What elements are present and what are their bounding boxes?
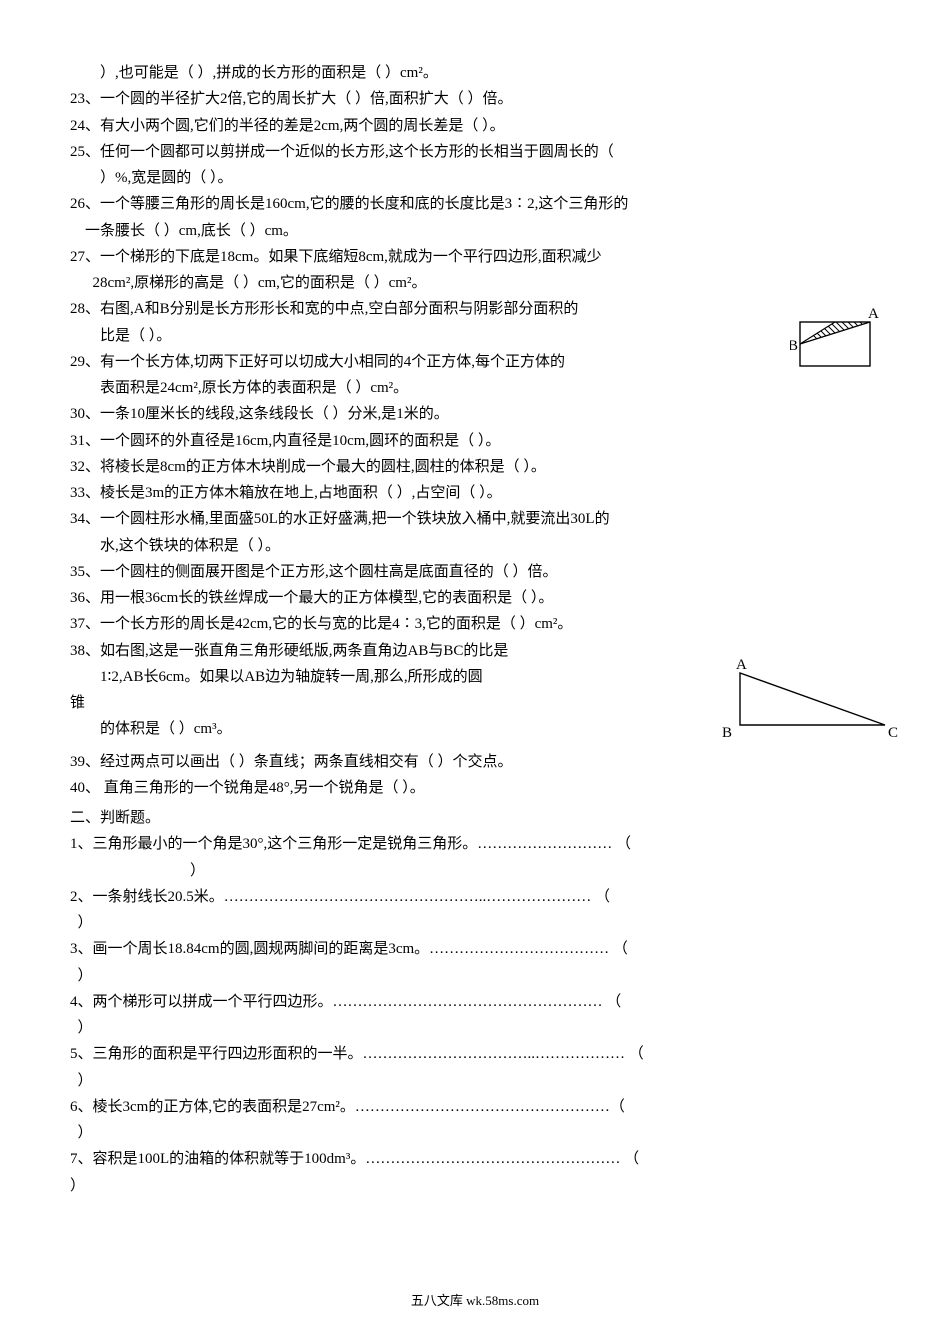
question-26b: 一条腰长（ ）cm,底长（ ）cm。 [70, 218, 880, 244]
question-30: 30、一条10厘米长的线段,这条线段长（ ）分米,是1米的。 [70, 401, 880, 427]
question-34: 34、一个圆柱形水桶,里面盛50L的水正好盛满,把一个铁块放入桶中,就要流出30… [70, 506, 880, 532]
judge-2: 2、一条射线长20.5米。……………………………………………..………………… … [70, 884, 880, 910]
question-35: 35、一个圆柱的侧面展开图是个正方形,这个圆柱高是底面直径的（ ）倍。 [70, 559, 880, 585]
fig2-triangle [740, 673, 885, 725]
question-31: 31、一个圆环的外直径是16cm,内直径是10cm,圆环的面积是（ ）。 [70, 428, 880, 454]
fig1-label-b: B [790, 338, 798, 354]
question-28b: 比是（ ）。 [70, 323, 880, 349]
question-22-cont: ）,也可能是（ ）,拼成的长方形的面积是（ ）cm²。 [70, 60, 880, 86]
judge-1b: ） [70, 858, 880, 884]
fig2-label-c: C [888, 725, 898, 741]
question-27b: 28cm²,原梯形的高是（ ）cm,它的面积是（ ）cm²。 [70, 270, 880, 296]
question-29: 29、有一个长方体,切两下正好可以切成大小相同的4个正方体,每个正方体的 [70, 349, 880, 375]
judge-4: 4、两个梯形可以拼成一个平行四边形。……………………………………………… （ [70, 989, 880, 1015]
judge-3b: ） [70, 963, 880, 989]
question-29b: 表面积是24cm²,原长方体的表面积是（ ）cm²。 [70, 375, 880, 401]
fig1-rect [800, 322, 870, 366]
fig2-label-a: A [736, 657, 747, 673]
judge-3: 3、画一个周长18.84cm的圆,圆规两脚间的距离是3cm。…………………………… [70, 936, 880, 962]
question-25: 25、任何一个圆都可以剪拼成一个近似的长方形,这个长方形的长相当于圆周长的（ [70, 139, 880, 165]
figure-rectangle-midpoint: A B [790, 308, 880, 368]
judge-5: 5、三角形的面积是平行四边形面积的一半。……………………………..……………… … [70, 1041, 880, 1067]
question-27: 27、一个梯形的下底是18cm。如果下底缩短8cm,就成为一个平行四边形,面积减… [70, 244, 880, 270]
question-33: 33、棱长是3m的正方体木箱放在地上,占地面积（ ）,占空间（ ）。 [70, 480, 880, 506]
page-content: ）,也可能是（ ）,拼成的长方形的面积是（ ）cm²。 23、一个圆的半径扩大2… [70, 60, 880, 1260]
question-37: 37、一个长方形的周长是42cm,它的长与宽的比是4∶3,它的面积是（ ）cm²… [70, 611, 880, 637]
question-23: 23、一个圆的半径扩大2倍,它的周长扩大（ ）倍,面积扩大（ ）倍。 [70, 86, 880, 112]
page-footer: 五八文库 wk.58ms.com [70, 1290, 880, 1313]
judge-7b: ） [70, 1173, 880, 1199]
question-32: 32、将棱长是8cm的正方体木块削成一个最大的圆柱,圆柱的体积是（ ）。 [70, 454, 880, 480]
rect-diagram-icon: A B [790, 308, 880, 373]
judge-5b: ） [70, 1068, 880, 1094]
judge-1: 1、三角形最小的一个角是30°,这个三角形一定是锐角三角形。……………………… … [70, 831, 880, 857]
fig2-label-b: B [722, 725, 732, 741]
question-39: 39、经过两点可以画出（ ）条直线；两条直线相交有（ ）个交点。 [70, 749, 880, 775]
triangle-diagram-icon: A B C [710, 655, 900, 745]
question-34b: 水,这个铁块的体积是（ ）。 [70, 533, 880, 559]
judge-6b: ） [70, 1120, 880, 1146]
judge-2b: ） [70, 910, 880, 936]
question-24: 24、有大小两个圆,它们的半径的差是2cm,两个圆的周长差是（ ）。 [70, 113, 880, 139]
figure-right-triangle: A B C [710, 655, 900, 745]
question-26: 26、一个等腰三角形的周长是160cm,它的腰的长度和底的长度比是3∶2,这个三… [70, 191, 880, 217]
fig1-label-a: A [868, 308, 879, 322]
question-25b: ）%,宽是圆的（ ）。 [70, 165, 880, 191]
question-40: 40、 直角三角形的一个锐角是48°,另一个锐角是（ ）。 [70, 775, 880, 801]
judge-4b: ） [70, 1015, 880, 1041]
question-36: 36、用一根36cm长的铁丝焊成一个最大的正方体模型,它的表面积是（ ）。 [70, 585, 880, 611]
judge-7: 7、容积是100L的油箱的体积就等于100dm³。………………………………………… [70, 1146, 880, 1172]
section-2-heading: 二、判断题。 [70, 805, 880, 831]
judge-6: 6、棱长3cm的正方体,它的表面积是27cm²。…………………………………………… [70, 1094, 880, 1120]
question-28: 28、右图,A和B分别是长方形形长和宽的中点,空白部分面积与阴影部分面积的 [70, 296, 880, 322]
